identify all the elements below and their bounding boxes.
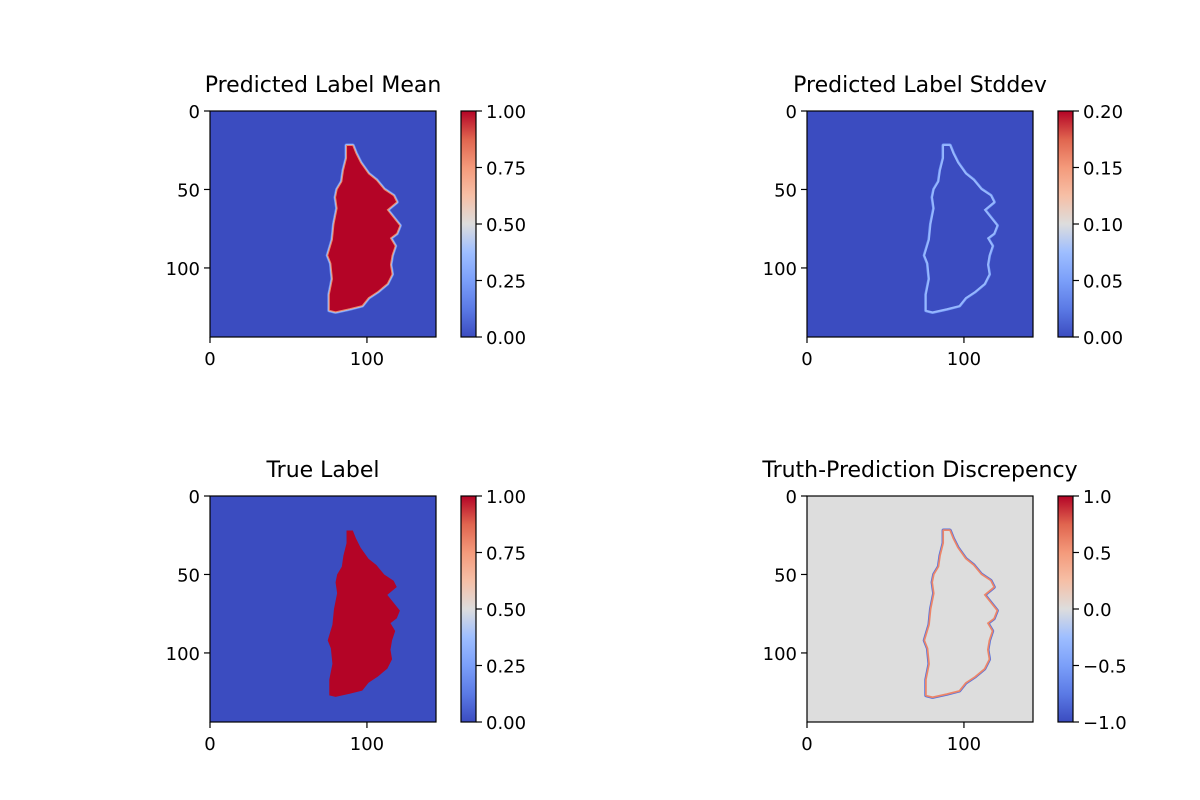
colorbar-tick-label: 0.25 bbox=[486, 272, 526, 293]
colorbar-tick-label: 0.50 bbox=[486, 215, 526, 236]
axes-frame bbox=[209, 110, 437, 338]
colorbar-tick-label: 0.10 bbox=[1083, 215, 1123, 236]
heatmap-region bbox=[327, 145, 401, 313]
colorbar-tick-label: 0.05 bbox=[1083, 272, 1123, 293]
colorbar-tick-label: 0.0 bbox=[1083, 600, 1112, 621]
axes-frame bbox=[806, 110, 1034, 338]
colorbar-tick-label: 0.20 bbox=[1083, 102, 1123, 123]
colorbar bbox=[461, 496, 476, 722]
colorbar-tick-label: 0.00 bbox=[486, 713, 526, 734]
colorbar-tick-label: 1.0 bbox=[1083, 487, 1112, 508]
y-tick-label: 50 bbox=[177, 180, 200, 201]
colorbar-tick-label: 0.5 bbox=[1083, 544, 1112, 565]
subplot-title: Predicted Label Mean bbox=[205, 73, 442, 98]
colorbar-tick-label: −1.0 bbox=[1083, 713, 1127, 734]
y-tick-label: 100 bbox=[166, 259, 200, 280]
colorbar-tick-label: 0.00 bbox=[486, 328, 526, 349]
y-tick-label: 50 bbox=[177, 565, 200, 586]
colorbar bbox=[1058, 111, 1073, 337]
x-tick-label: 100 bbox=[947, 734, 981, 755]
x-tick-label: 100 bbox=[350, 349, 384, 370]
x-tick-label: 100 bbox=[947, 349, 981, 370]
axes-frame bbox=[806, 495, 1034, 723]
colorbar-tick-label: 0.00 bbox=[1083, 328, 1123, 349]
subplot-title: Predicted Label Stddev bbox=[793, 73, 1047, 98]
heatmap-region bbox=[924, 145, 998, 313]
y-tick-label: 0 bbox=[786, 487, 797, 508]
colorbar-tick-label: 1.00 bbox=[486, 102, 526, 123]
x-tick-label: 0 bbox=[801, 349, 812, 370]
colorbar-tick-label: 0.50 bbox=[486, 600, 526, 621]
colorbar-tick-label: 0.15 bbox=[1083, 159, 1123, 180]
heatmap-background bbox=[210, 111, 436, 337]
colorbar-tick-label: 0.75 bbox=[486, 159, 526, 180]
subplot-4: Truth-Prediction Discrepency 0 100 0 50 100 −1… bbox=[761, 458, 1126, 755]
y-tick-label: 100 bbox=[166, 644, 200, 665]
heatmap-region bbox=[327, 530, 400, 697]
colorbar-tick-label: 1.00 bbox=[486, 487, 526, 508]
subplot-2: Predicted Label Stddev 0 100 0 50 100 0.00 0.05… bbox=[763, 73, 1123, 370]
subplot-title: Truth-Prediction Discrepency bbox=[761, 458, 1077, 483]
colorbar-tick-label: 0.75 bbox=[486, 544, 526, 565]
y-tick-label: 0 bbox=[189, 102, 200, 123]
heatmap-background bbox=[807, 496, 1033, 722]
colorbar-tick-label: 0.25 bbox=[486, 657, 526, 678]
colorbar-tick-label: −0.5 bbox=[1083, 657, 1127, 678]
heatmap-background bbox=[210, 496, 436, 722]
heatmap-region bbox=[924, 530, 998, 698]
y-tick-label: 100 bbox=[763, 259, 797, 280]
subplot-3: True Label 0 100 0 50 100 0.00 0.25 0.50 0.75 1.00 bbox=[166, 458, 526, 755]
x-tick-label: 0 bbox=[801, 734, 812, 755]
x-tick-label: 0 bbox=[204, 734, 215, 755]
x-tick-label: 100 bbox=[350, 734, 384, 755]
colorbar bbox=[461, 111, 476, 337]
y-tick-label: 0 bbox=[189, 487, 200, 508]
y-tick-label: 50 bbox=[774, 180, 797, 201]
subplot-title: True Label bbox=[265, 458, 379, 483]
y-tick-label: 100 bbox=[763, 644, 797, 665]
x-tick-label: 0 bbox=[204, 349, 215, 370]
heatmap-background bbox=[807, 111, 1033, 337]
colorbar bbox=[1058, 496, 1073, 722]
axes-frame bbox=[209, 495, 437, 723]
y-tick-label: 50 bbox=[774, 565, 797, 586]
y-tick-label: 0 bbox=[786, 102, 797, 123]
